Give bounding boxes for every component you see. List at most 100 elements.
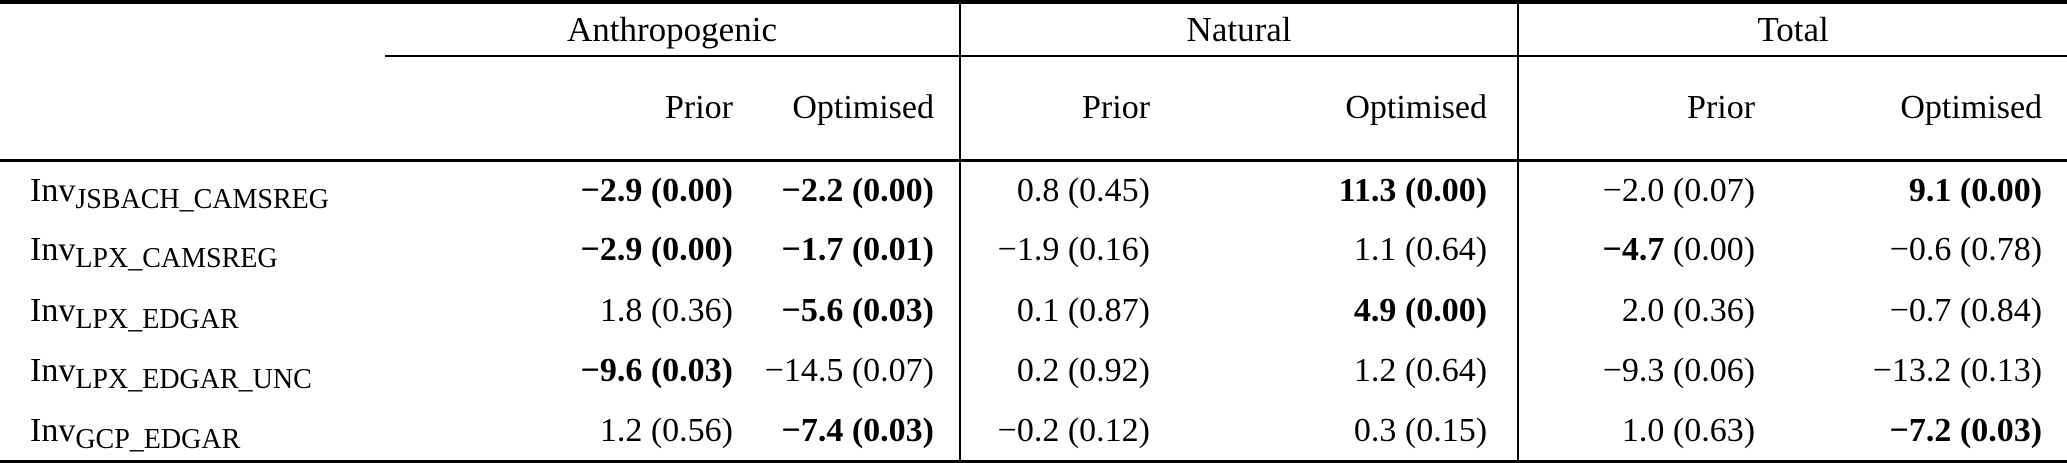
- p-value: (0.00): [650, 231, 733, 269]
- value: 0.1: [1016, 291, 1060, 329]
- cell-total-prior: −9.3 (0.06): [1517, 340, 1781, 402]
- p-value: (0.56): [650, 411, 733, 449]
- p-value: (0.64): [1404, 352, 1488, 390]
- p-value: (0.03): [851, 291, 935, 329]
- cell-total-optimised: −0.7 (0.84): [1780, 281, 2067, 341]
- value: −7.2: [1889, 411, 1952, 449]
- table-row-lpx-camsreg: InvLPX_CAMSREG −2.9 (0.00) −1.7 (0.01) −…: [0, 220, 2067, 281]
- cell-natural-prior: 0.8 (0.45): [959, 160, 1176, 221]
- value: −2.2: [781, 171, 844, 209]
- p-value: (0.84): [1959, 291, 2043, 329]
- cell-anthropogenic-prior: −2.9 (0.00): [385, 220, 745, 280]
- p-value: (0.45): [1067, 171, 1151, 209]
- table-row-jsbach-camsreg: InvJSBACH_CAMSREG −2.9 (0.00) −2.2 (0.00…: [0, 160, 2067, 221]
- p-value: (0.00): [1672, 231, 1756, 269]
- row-label-subscript: GCP_EDGAR: [75, 423, 241, 455]
- p-value: (0.01): [851, 231, 935, 269]
- value: 4.9: [1353, 291, 1397, 329]
- p-value: (0.00): [650, 171, 733, 209]
- value: 0.8: [1016, 171, 1060, 209]
- row-label-subscript: JSBACH_CAMSREG: [75, 183, 329, 215]
- value: 1.2: [1353, 352, 1397, 390]
- p-value: (0.92): [1067, 352, 1151, 390]
- row-label-base: Inv: [30, 352, 76, 390]
- p-value: (0.03): [1959, 411, 2043, 449]
- p-value: (0.13): [1959, 352, 2043, 390]
- value: −0.7: [1889, 291, 1952, 329]
- value: −2.0: [1602, 171, 1665, 209]
- value: −4.7: [1602, 231, 1665, 269]
- col-header-anthropogenic-prior: Prior: [385, 56, 745, 162]
- value: −9.3: [1602, 352, 1665, 390]
- value: −0.6: [1889, 231, 1952, 269]
- row-label-base: Inv: [30, 411, 76, 449]
- value: −5.6: [781, 291, 844, 329]
- value: −1.7: [781, 231, 844, 269]
- col-header-total-prior: Prior: [1517, 56, 1781, 162]
- col-header-natural-optimised: Optimised: [1175, 56, 1519, 162]
- table-row-gcp-edgar: InvGCP_EDGAR 1.2 (0.56) −7.4 (0.03) −0.2…: [0, 401, 2067, 462]
- value: 1.0: [1621, 411, 1665, 449]
- cell-anthropogenic-optimised: −14.5 (0.07): [745, 341, 960, 401]
- p-value: (0.00): [1404, 171, 1488, 209]
- value: −0.2: [997, 411, 1060, 449]
- row-label: InvJSBACH_CAMSREG: [0, 160, 385, 220]
- cell-anthropogenic-optimised: −5.6 (0.03): [745, 281, 960, 341]
- p-value: (0.78): [1959, 231, 2043, 269]
- cell-total-prior: −2.0 (0.07): [1517, 160, 1781, 221]
- col-header-anthropogenic-optimised: Optimised: [745, 56, 961, 162]
- row-label-base: Inv: [30, 291, 76, 329]
- value: 9.1: [1908, 171, 1952, 209]
- cell-natural-optimised: 1.1 (0.64): [1175, 220, 1518, 280]
- value: −2.9: [580, 171, 643, 209]
- value: −7.4: [781, 411, 844, 449]
- cell-anthropogenic-optimised: −7.4 (0.03): [745, 401, 960, 461]
- cell-anthropogenic-prior: 1.2 (0.56): [385, 401, 745, 461]
- p-value: (0.00): [1404, 291, 1488, 329]
- value: 11.3: [1338, 171, 1397, 209]
- value: 1.2: [599, 411, 643, 449]
- corner-cell: [0, 56, 385, 162]
- p-value: (0.64): [1404, 231, 1488, 269]
- value: −1.9: [997, 231, 1060, 269]
- cell-total-prior: −4.7 (0.00): [1517, 220, 1781, 281]
- cell-total-prior: 1.0 (0.63): [1517, 401, 1781, 462]
- group-header-row: Anthropogenic Natural Total: [0, 2, 2067, 57]
- cell-anthropogenic-prior: −2.9 (0.00): [385, 160, 745, 220]
- p-value: (0.36): [650, 291, 733, 329]
- value: 0.3: [1353, 411, 1397, 449]
- value: −2.9: [580, 231, 643, 269]
- p-value: (0.36): [1672, 291, 1756, 329]
- p-value: (0.15): [1404, 411, 1488, 449]
- p-value: (0.00): [851, 171, 935, 209]
- group-header-natural: Natural: [959, 2, 1519, 57]
- row-label-subscript: LPX_EDGAR: [75, 303, 239, 335]
- cell-natural-optimised: 11.3 (0.00): [1175, 160, 1518, 220]
- cell-total-optimised: −0.6 (0.78): [1780, 220, 2067, 280]
- p-value: (0.07): [1672, 171, 1756, 209]
- cell-total-optimised: −7.2 (0.03): [1780, 401, 2067, 461]
- corner-cell: [0, 2, 385, 56]
- row-label: InvLPX_EDGAR: [0, 281, 385, 341]
- row-label-base: Inv: [30, 171, 76, 209]
- value: 1.8: [599, 291, 643, 329]
- p-value: (0.63): [1672, 411, 1756, 449]
- cell-total-optimised: −13.2 (0.13): [1780, 341, 2067, 401]
- row-label: InvGCP_EDGAR: [0, 401, 385, 461]
- cell-anthropogenic-optimised: −1.7 (0.01): [745, 220, 960, 280]
- cell-total-optimised: 9.1 (0.00): [1780, 160, 2067, 220]
- cell-total-prior: 2.0 (0.36): [1517, 280, 1781, 341]
- sub-header-row: Prior Optimised Prior Optimised Prior Op…: [0, 56, 2067, 162]
- p-value: (0.00): [1959, 171, 2043, 209]
- p-value: (0.12): [1067, 411, 1151, 449]
- value: −14.5: [764, 352, 844, 390]
- table-row-lpx-edgar-unc: InvLPX_EDGAR_UNC −9.6 (0.03) −14.5 (0.07…: [0, 340, 2067, 402]
- value: 1.1: [1353, 231, 1397, 269]
- row-label-subscript: LPX_EDGAR_UNC: [75, 364, 312, 396]
- col-header-natural-prior: Prior: [959, 56, 1176, 162]
- p-value: (0.03): [650, 352, 733, 390]
- p-value: (0.03): [851, 411, 935, 449]
- value: 2.0: [1621, 291, 1665, 329]
- cell-natural-optimised: 4.9 (0.00): [1175, 281, 1518, 341]
